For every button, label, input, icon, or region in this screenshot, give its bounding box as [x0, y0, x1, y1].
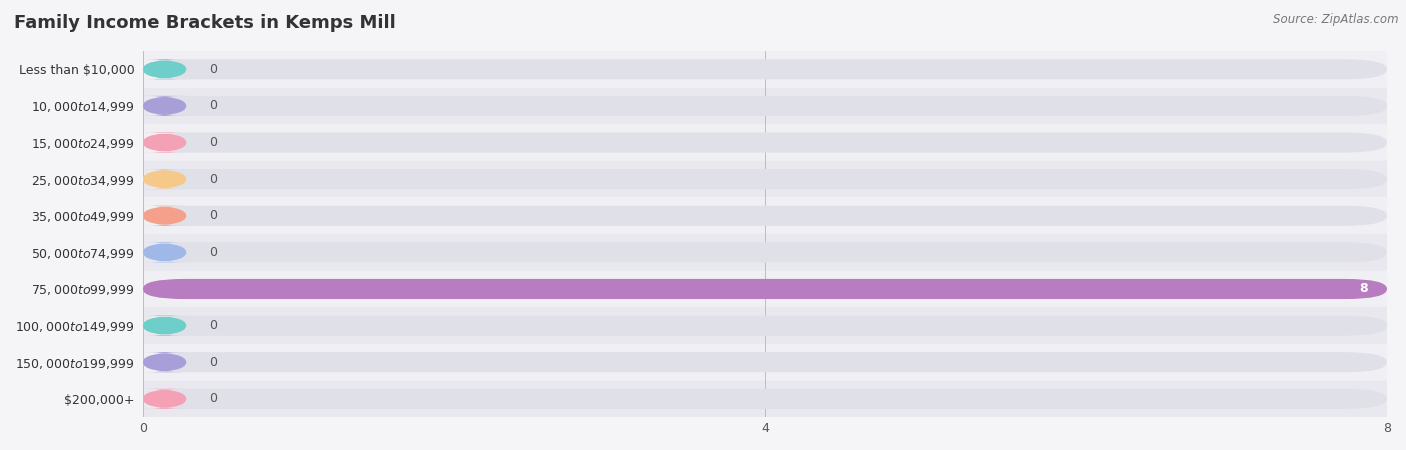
FancyBboxPatch shape: [143, 315, 186, 336]
Bar: [143, 161, 1386, 198]
Text: 0: 0: [209, 209, 218, 222]
Text: Family Income Brackets in Kemps Mill: Family Income Brackets in Kemps Mill: [14, 14, 396, 32]
FancyBboxPatch shape: [143, 132, 1386, 153]
Text: 0: 0: [209, 63, 218, 76]
Text: 0: 0: [209, 99, 218, 112]
Bar: [143, 124, 1386, 161]
Bar: [143, 51, 1386, 88]
FancyBboxPatch shape: [143, 59, 1386, 79]
FancyBboxPatch shape: [143, 59, 186, 79]
FancyBboxPatch shape: [143, 352, 186, 372]
Text: 0: 0: [209, 173, 218, 186]
Bar: [143, 307, 1386, 344]
Bar: [143, 271, 1386, 307]
FancyBboxPatch shape: [143, 279, 1386, 299]
Text: 0: 0: [209, 392, 218, 405]
Text: 0: 0: [209, 319, 218, 332]
FancyBboxPatch shape: [143, 242, 1386, 262]
Text: 8: 8: [1360, 283, 1368, 296]
FancyBboxPatch shape: [143, 96, 186, 116]
Bar: [143, 88, 1386, 124]
Text: Source: ZipAtlas.com: Source: ZipAtlas.com: [1274, 14, 1399, 27]
FancyBboxPatch shape: [143, 169, 186, 189]
Bar: [143, 381, 1386, 417]
FancyBboxPatch shape: [143, 206, 186, 226]
FancyBboxPatch shape: [143, 389, 1386, 409]
FancyBboxPatch shape: [143, 279, 1386, 299]
Bar: [143, 198, 1386, 234]
Bar: [143, 344, 1386, 381]
Text: 0: 0: [209, 356, 218, 369]
FancyBboxPatch shape: [143, 389, 186, 409]
FancyBboxPatch shape: [143, 242, 186, 262]
FancyBboxPatch shape: [143, 315, 1386, 336]
Bar: [143, 234, 1386, 271]
Text: 0: 0: [209, 136, 218, 149]
FancyBboxPatch shape: [143, 132, 186, 153]
FancyBboxPatch shape: [143, 352, 1386, 372]
Text: 0: 0: [209, 246, 218, 259]
FancyBboxPatch shape: [143, 96, 1386, 116]
FancyBboxPatch shape: [143, 206, 1386, 226]
FancyBboxPatch shape: [143, 169, 1386, 189]
